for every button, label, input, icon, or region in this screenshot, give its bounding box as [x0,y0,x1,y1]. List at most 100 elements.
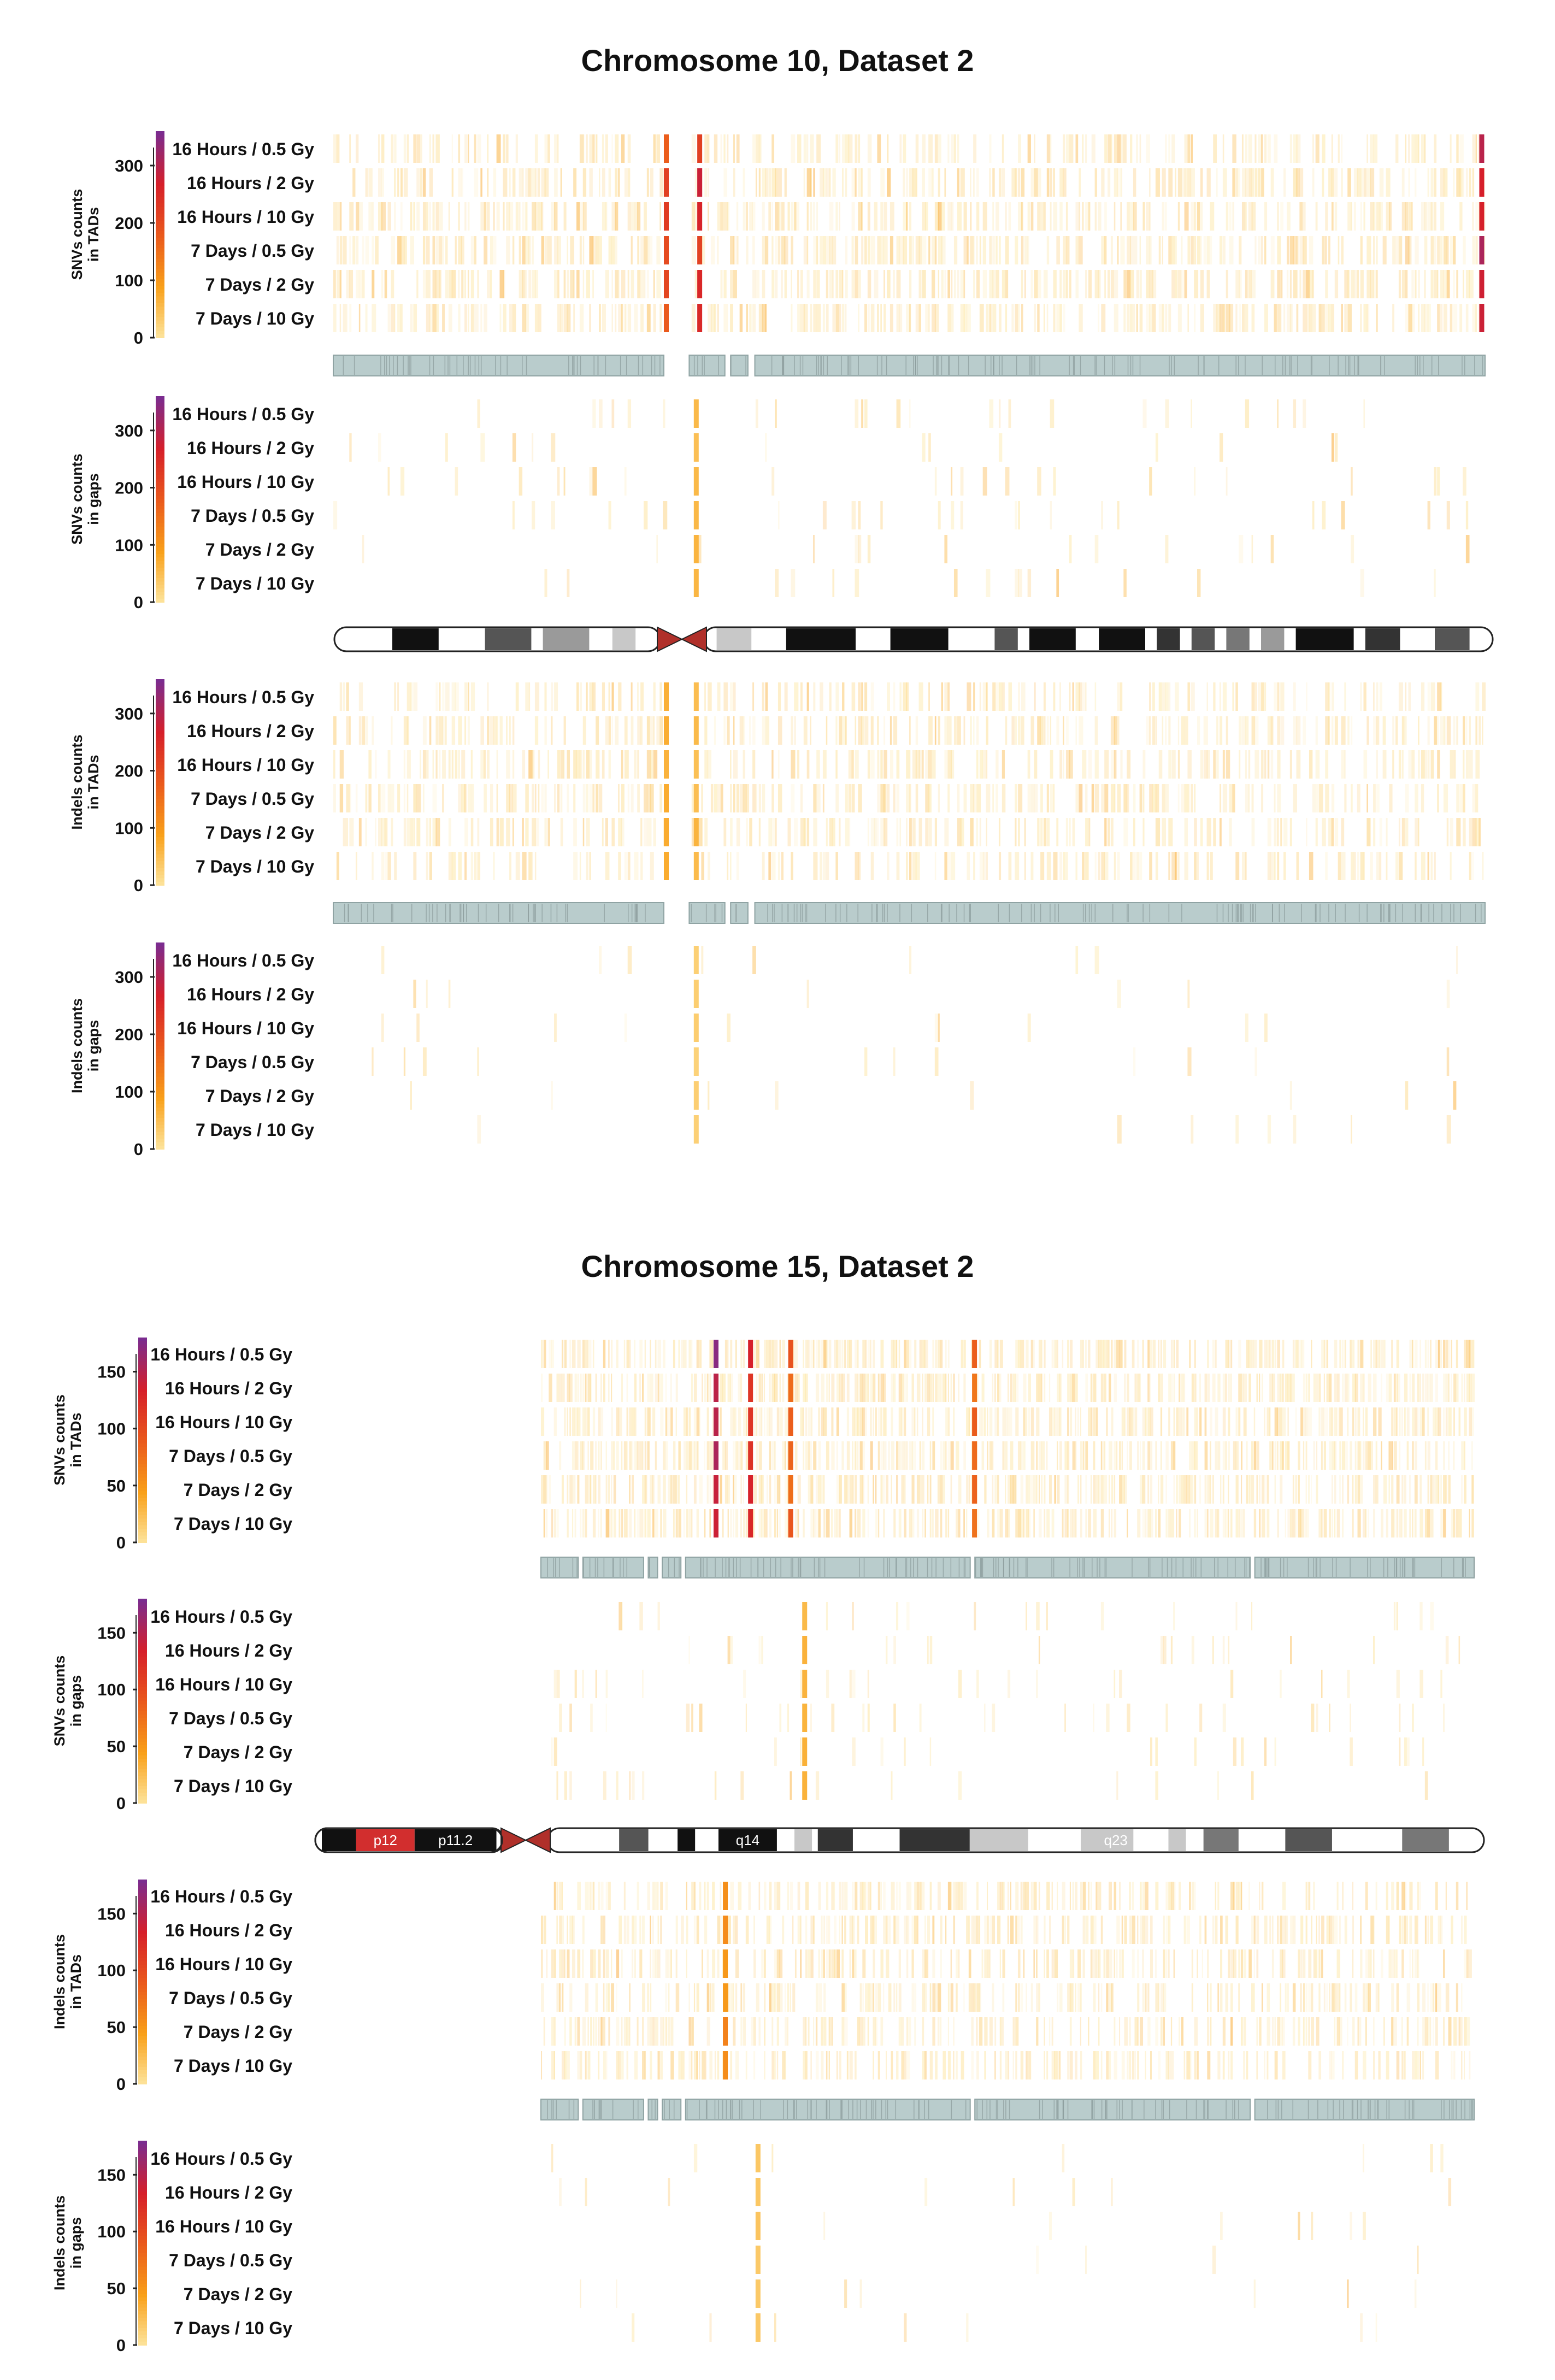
heat-cell [1318,1509,1322,1537]
heat-cell [1443,1509,1446,1537]
heat-cell [922,1340,926,1368]
heat-cell [1270,716,1274,745]
heat-cell [1183,1475,1187,1504]
heat-cell [769,1340,771,1368]
heat-cell [947,716,952,745]
heat-cell [771,852,776,880]
heat-cell [653,134,656,163]
heat-cell [1065,852,1068,880]
heat-cell [1219,818,1222,846]
row-label: 7 Days / 10 Gy [196,1120,314,1140]
heat-cell [455,236,457,264]
heat-hotspot [748,1509,753,1537]
colorbar-segment [156,847,164,852]
heat-cell [1037,270,1041,298]
heat-cell [464,818,468,846]
heat-hotspot [788,1374,793,1402]
heat-cell [656,270,661,298]
heat-cell [896,236,900,264]
row-label: 16 Hours / 10 Gy [177,207,314,227]
heat-cell [1024,270,1026,298]
heat-cell [870,716,874,745]
heat-strip [541,1340,1475,1368]
heat-cell [1366,784,1368,812]
heat-cell [818,1475,822,1504]
heat-cell [764,1407,765,1436]
heat-cell [1351,467,1353,496]
heat-cell [953,1882,956,1910]
heat-cell [534,304,539,332]
heat-cell [714,784,717,812]
heat-cell [1065,750,1070,779]
heat-cell [1258,682,1262,711]
heat-cell [1370,134,1374,163]
heat-cell [1360,569,1364,597]
heat-cell [987,1441,988,1470]
heat-cell [1396,1602,1398,1630]
row-label: 7 Days / 10 Gy [196,857,314,876]
heat-cell [611,1441,615,1470]
heat-cell [1396,1670,1400,1698]
colorbar-segment [156,451,164,455]
heat-cell [752,946,756,974]
heat-cell [1300,1509,1304,1537]
heat-cell [611,1475,612,1504]
heat-cell [1344,1441,1348,1470]
heat-cell [1246,1441,1248,1470]
heat-cell [898,1882,901,1910]
heat-cell [1171,852,1176,880]
heat-cell [1287,1374,1291,1402]
heat-cell [623,1916,626,1944]
heat-cell [909,168,914,197]
heat-cell [857,1509,861,1537]
heat-cell [349,304,352,332]
heat-cell [1124,1407,1126,1436]
colorbar-segment [138,2039,147,2044]
heat-cell [862,1340,865,1368]
tad-track-1 [333,902,1486,924]
heat-cell [1251,784,1254,812]
heat-cell [1336,1407,1340,1436]
colorbar-segment [156,710,164,714]
heat-cell [1360,1374,1364,1402]
heat-cell [1222,304,1226,332]
heat-cell [599,946,602,974]
y-axis-label: Indels counts [51,1934,68,2029]
colorbar-segment [156,980,164,985]
heat-cell [998,168,1002,197]
heat-cell [771,784,774,812]
heat-cell [586,270,590,298]
heat-cell [1322,236,1325,264]
heat-cell [1395,852,1399,880]
heat-cell [855,1475,857,1504]
heat-cell [1051,1407,1056,1436]
heat-cell [1206,236,1210,264]
heat-cell [582,1509,585,1537]
heat-cell [1116,1771,1118,1800]
heat-cell [567,1916,568,1944]
heat-cell [996,682,1000,711]
heat-cell [1072,818,1075,846]
heat-cell [805,1374,808,1402]
heat-cell [1298,1475,1300,1504]
colorbar-segment [138,1978,147,1982]
heat-strip [559,1704,1445,1732]
heat-cell [1152,784,1157,812]
heat-cell [998,236,1001,264]
heat-cell [1183,1407,1186,1436]
heat-cell [709,1374,711,1402]
colorbar-segment [156,581,164,586]
heat-cell [1341,750,1345,779]
heat-cell [1405,716,1407,745]
heat-cell [1203,716,1208,745]
heat-cell [439,682,441,711]
heat-cell [938,134,941,163]
heat-cell [1116,1340,1120,1368]
heat-cell [368,750,372,779]
colorbar-segment [138,1347,147,1352]
colorbar-segment [138,1779,147,1783]
heat-cell [1183,1374,1186,1402]
heat-cell [1187,236,1191,264]
heat-cell [765,304,767,332]
